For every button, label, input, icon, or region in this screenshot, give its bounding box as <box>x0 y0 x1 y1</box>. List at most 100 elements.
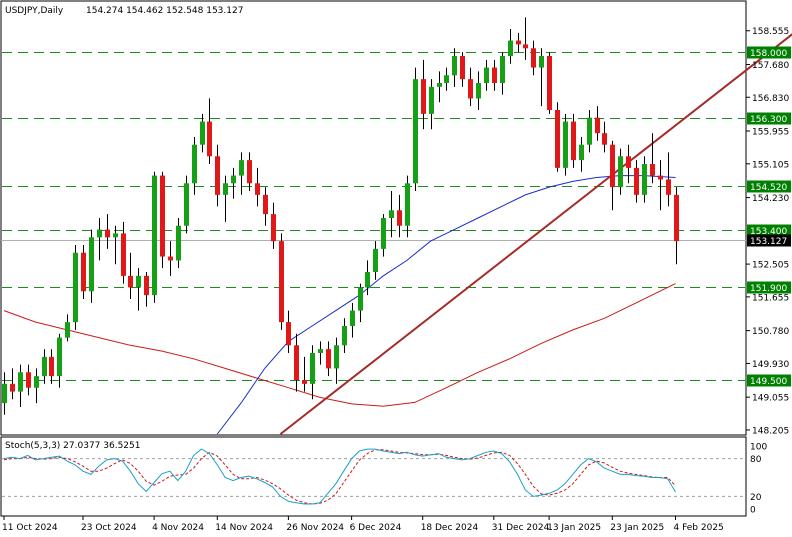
price-tick-7: 151.655 <box>752 293 789 303</box>
candle-body-83 <box>658 175 663 180</box>
candle-body-82 <box>650 164 655 176</box>
candle-body-69 <box>547 56 552 110</box>
candle-body-55 <box>437 83 442 87</box>
candle-body-5 <box>42 356 47 377</box>
level-label-box-0 <box>747 46 791 59</box>
candle-body-21 <box>168 256 173 261</box>
ma-slow-line <box>3 283 676 407</box>
candle-body-46 <box>365 272 370 288</box>
candle-60 <box>476 71 481 110</box>
candle-body-74 <box>587 117 592 145</box>
candle-body-2 <box>18 372 23 392</box>
candle-body-56 <box>444 75 449 83</box>
moving-averages <box>3 175 676 435</box>
horizontal-levels <box>2 52 745 381</box>
candle-body-50 <box>397 210 402 226</box>
candle-52 <box>413 67 418 191</box>
candle-70 <box>555 102 560 172</box>
candle-74 <box>587 110 592 153</box>
price-tick-2: 156.830 <box>752 94 789 104</box>
candle-body-43 <box>342 326 347 346</box>
candle-body-51 <box>405 183 410 226</box>
candle-11 <box>89 229 94 303</box>
candle-82 <box>650 133 655 184</box>
level-label-3: 153.400 <box>750 227 787 237</box>
stoch-lines <box>3 448 676 505</box>
level-label-0: 158.000 <box>750 49 787 59</box>
candle-body-37 <box>294 345 299 380</box>
candle-body-42 <box>334 345 339 369</box>
candle-body-26 <box>207 121 212 157</box>
level-label-2: 154.520 <box>750 183 787 193</box>
candle-43 <box>342 318 347 353</box>
candle-body-25 <box>200 121 205 145</box>
candle-body-7 <box>57 337 62 377</box>
candle-1 <box>10 368 15 400</box>
candle-26 <box>207 98 212 164</box>
time-tick-7: 31 Dec 2024 <box>492 523 550 533</box>
stoch-tick-1: 80 <box>750 455 762 465</box>
level-label-4: 151.900 <box>750 284 787 294</box>
candle-77 <box>610 140 615 211</box>
candle-24 <box>192 137 197 195</box>
candle-0 <box>2 372 7 415</box>
candle-body-63 <box>500 56 505 83</box>
time-tick-8: 13 Jan 2025 <box>547 523 601 533</box>
candle-75 <box>595 106 600 141</box>
candle-15 <box>121 221 126 284</box>
time-tick-10: 4 Feb 2025 <box>674 523 724 533</box>
candle-body-77 <box>610 144 615 188</box>
candle-body-79 <box>626 156 631 168</box>
candle-66 <box>523 17 528 60</box>
candle-39 <box>310 345 315 400</box>
price-tick-3: 155.955 <box>752 128 789 138</box>
time-tick-6: 18 Dec 2024 <box>421 523 479 533</box>
candle-81 <box>642 156 647 203</box>
level-label-box-4 <box>747 281 791 294</box>
candle-body-39 <box>310 353 315 384</box>
stoch-main-line <box>3 448 676 505</box>
price-axis: 158.555 157.680 156.830 155.955 155.105 154.2… <box>746 27 789 436</box>
candle-40 <box>318 341 323 365</box>
candle-22 <box>176 218 181 269</box>
price-tick-0: 158.555 <box>752 27 789 37</box>
price-pane: USDJPY,Daily 154.274 154.462 152.548 153… <box>0 0 792 436</box>
time-tick-2: 4 Nov 2024 <box>152 523 204 533</box>
candle-body-48 <box>381 218 386 249</box>
candle-body-81 <box>642 164 647 195</box>
candle-body-60 <box>476 83 481 99</box>
candle-body-19 <box>152 175 157 296</box>
candle-body-36 <box>286 322 291 346</box>
candle-44 <box>350 302 355 338</box>
candle-body-24 <box>192 144 197 184</box>
stoch-signal-line <box>3 449 676 505</box>
candle-body-35 <box>279 241 284 323</box>
candle-body-49 <box>389 210 394 218</box>
candle-84 <box>666 152 671 207</box>
candle-body-53 <box>421 79 426 114</box>
candle-body-70 <box>555 110 560 168</box>
candle-body-85 <box>674 194 679 242</box>
candle-58 <box>460 52 465 87</box>
candle-6 <box>49 349 54 384</box>
candle-body-23 <box>184 183 189 226</box>
level-label-box-5 <box>747 374 791 387</box>
candle-8 <box>65 314 70 342</box>
candle-body-1 <box>10 383 15 392</box>
candle-body-17 <box>136 275 141 288</box>
price-tick-9: 149.930 <box>752 360 789 370</box>
ohlc-header: 154.274 154.462 152.548 153.127 <box>86 6 243 16</box>
candle-body-67 <box>531 48 536 68</box>
candle-body-4 <box>34 376 39 388</box>
ma-fast-line <box>216 175 676 435</box>
candle-body-31 <box>247 160 252 184</box>
candle-body-80 <box>634 167 639 195</box>
candle-32 <box>255 167 260 207</box>
candle-body-20 <box>160 175 165 257</box>
candle-2 <box>18 364 23 407</box>
candle-body-28 <box>223 183 228 195</box>
candle-body-52 <box>413 79 418 184</box>
candle-35 <box>279 233 284 330</box>
candle-25 <box>200 113 205 153</box>
current-price-label: 153.127 <box>750 237 787 247</box>
